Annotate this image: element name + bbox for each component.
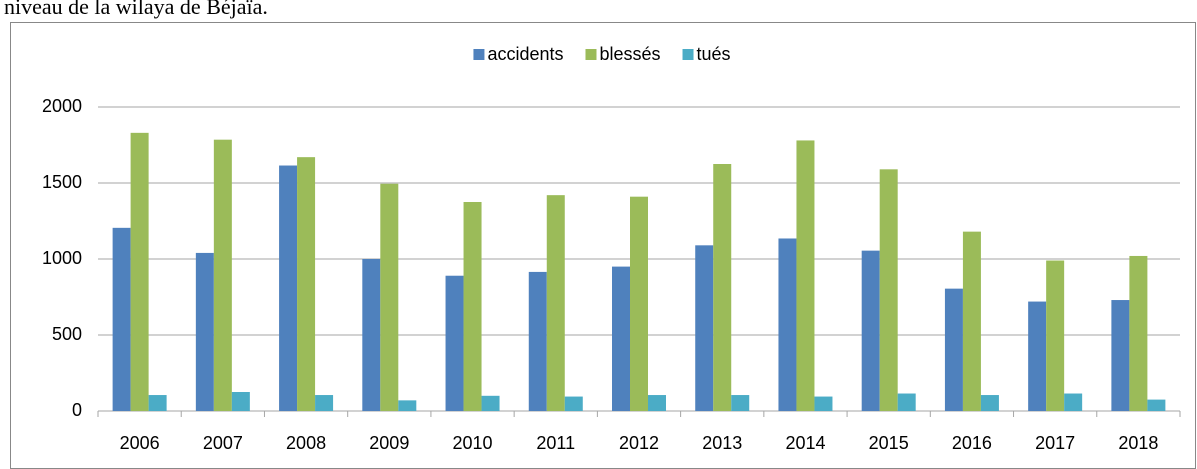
bar (481, 395, 500, 411)
bar (1111, 300, 1130, 411)
bar (731, 395, 750, 411)
bar (279, 165, 298, 411)
bar (897, 393, 916, 411)
bar (195, 252, 214, 411)
legend-label: blessés (599, 44, 660, 64)
chart-frame (10, 22, 1196, 469)
bar (297, 157, 316, 411)
bar (612, 266, 630, 411)
caption: niveau de la wilaya de Béjaïa. (4, 0, 268, 19)
x-tick-label: 2017 (1035, 433, 1075, 453)
bar (213, 139, 232, 411)
legend-label: accidents (487, 44, 563, 64)
bar (380, 183, 399, 411)
bar (1064, 393, 1083, 411)
bar (713, 164, 732, 411)
bar (962, 231, 981, 411)
bar (112, 227, 131, 411)
bar (130, 132, 149, 411)
bar (630, 196, 648, 411)
bar (796, 140, 815, 411)
x-tick-label: 2007 (203, 433, 243, 453)
bar (463, 202, 482, 411)
legend-swatch (585, 49, 597, 60)
x-tick-label: 2015 (869, 433, 909, 453)
x-tick-label: 2014 (785, 433, 825, 453)
bar (778, 238, 797, 411)
x-tick-label: 2010 (453, 433, 493, 453)
bar (695, 245, 714, 411)
y-tick-label: 1500 (42, 172, 82, 192)
bar (398, 400, 417, 411)
bar (861, 250, 880, 411)
bar (944, 288, 963, 411)
bar (1129, 255, 1148, 411)
bar (648, 395, 666, 411)
legend-label: tués (697, 44, 731, 64)
bar (362, 259, 381, 411)
legend-swatch (473, 49, 485, 60)
bar (546, 195, 565, 411)
x-tick-label: 2013 (702, 433, 742, 453)
bar (528, 271, 547, 411)
y-tick-label: 500 (52, 324, 82, 344)
bar (814, 396, 833, 411)
x-tick-label: 2006 (120, 433, 160, 453)
x-tick-label: 2012 (619, 433, 659, 453)
x-tick-label: 2016 (952, 433, 992, 453)
x-tick-label: 2009 (369, 433, 409, 453)
y-tick-label: 1000 (42, 248, 82, 268)
bar (1028, 301, 1047, 411)
x-tick-label: 2008 (286, 433, 326, 453)
bar (148, 395, 167, 411)
y-tick-label: 0 (72, 400, 82, 420)
legend-swatch (682, 49, 694, 60)
bar (564, 396, 583, 411)
x-tick-label: 2011 (536, 433, 575, 453)
x-tick-label: 2018 (1118, 433, 1158, 453)
bar (1046, 260, 1065, 411)
bar (445, 275, 464, 411)
bar (1147, 399, 1166, 411)
bar (231, 392, 250, 411)
bar (315, 395, 334, 411)
bar (980, 395, 999, 411)
bar (879, 169, 898, 411)
y-tick-label: 2000 (42, 96, 82, 116)
